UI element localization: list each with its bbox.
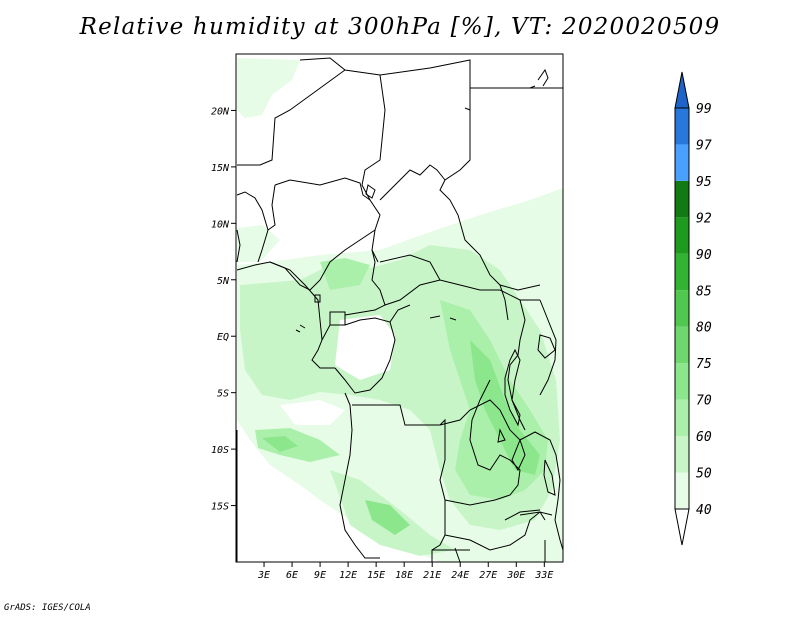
lat-label: 20N (211, 106, 230, 117)
colorbar-label: 92 (696, 211, 712, 226)
lon-label: 15E (367, 570, 385, 581)
colorbar-label: 80 (696, 321, 712, 336)
humidity-area (262, 436, 298, 452)
lon-label: 18E (395, 570, 413, 581)
lat-label: 5N (217, 276, 230, 287)
longitude-axis: 3E 6E 9E 12E 15E 18E 21E 24E 27E 30E 33E (257, 562, 553, 581)
lon-label: 9E (314, 570, 326, 581)
colorbar-label: 40 (696, 503, 712, 518)
lon-label: 12E (339, 570, 357, 581)
colorbar-outline (674, 107, 690, 510)
colorbar-swatch (675, 290, 689, 327)
lon-label: 6E (286, 570, 298, 581)
colorbar-swatch (675, 144, 689, 181)
lon-label: 21E (423, 570, 441, 581)
map-title: Relative humidity at 300hPa [%], VT: 202… (79, 14, 721, 40)
colorbar-low-triangle (674, 508, 690, 546)
lat-label: 15S (211, 502, 229, 513)
colorbar-label: 60 (696, 430, 712, 445)
map-frame (235, 53, 564, 563)
colorbar-swatch (675, 217, 689, 254)
lon-label: 27E (479, 570, 497, 581)
humidity-area (237, 58, 300, 118)
colorbar-swatch (675, 436, 689, 473)
humidity-area (255, 428, 340, 462)
dry-area (335, 315, 395, 380)
colorbar-label: 95 (696, 175, 712, 190)
lon-label: 24E (451, 570, 469, 581)
lat-label: EQ (217, 332, 229, 343)
lon-label: 30E (506, 570, 525, 581)
colorbar-label: 70 (696, 394, 712, 409)
lat-label: 15N (211, 163, 230, 174)
humidity-area (237, 225, 280, 262)
colorbar-label: 85 (696, 284, 712, 299)
colorbar-legend: 40 50 60 70 75 80 85 90 92 95 97 99 (674, 71, 712, 546)
colorbar-label: 90 (696, 248, 712, 263)
colorbar-swatch (675, 326, 689, 364)
colorbar-label: 97 (696, 138, 712, 153)
lon-label: 33E (534, 570, 553, 581)
lat-label: 10N (211, 219, 230, 230)
colorbar-high-triangle (674, 71, 690, 109)
colorbar-swatch (675, 180, 689, 218)
humidity-area (320, 258, 370, 290)
credit-text: GrADS: IGES/COLA (4, 603, 91, 613)
humidity-area (365, 500, 410, 535)
dry-area (280, 400, 345, 425)
colorbar-swatch (675, 108, 689, 145)
colorbar-swatch (675, 253, 689, 291)
country-borders (236, 57, 564, 563)
colorbar-swatch (675, 472, 689, 509)
humidity-fill-layer (237, 58, 563, 562)
colorbar-label: 50 (696, 467, 712, 482)
lat-label: 5S (217, 389, 229, 400)
humidity-area (470, 340, 540, 475)
colorbar-label: 75 (696, 357, 712, 372)
latitude-axis: 20N 15N 10N 5N EQ 5S 10S 15S (211, 106, 236, 513)
colorbar-swatch (675, 363, 689, 400)
colorbar-swatch (675, 399, 689, 437)
lat-label: 10S (211, 445, 229, 456)
colorbar-label: 99 (696, 102, 712, 117)
lon-label: 3E (257, 570, 270, 581)
